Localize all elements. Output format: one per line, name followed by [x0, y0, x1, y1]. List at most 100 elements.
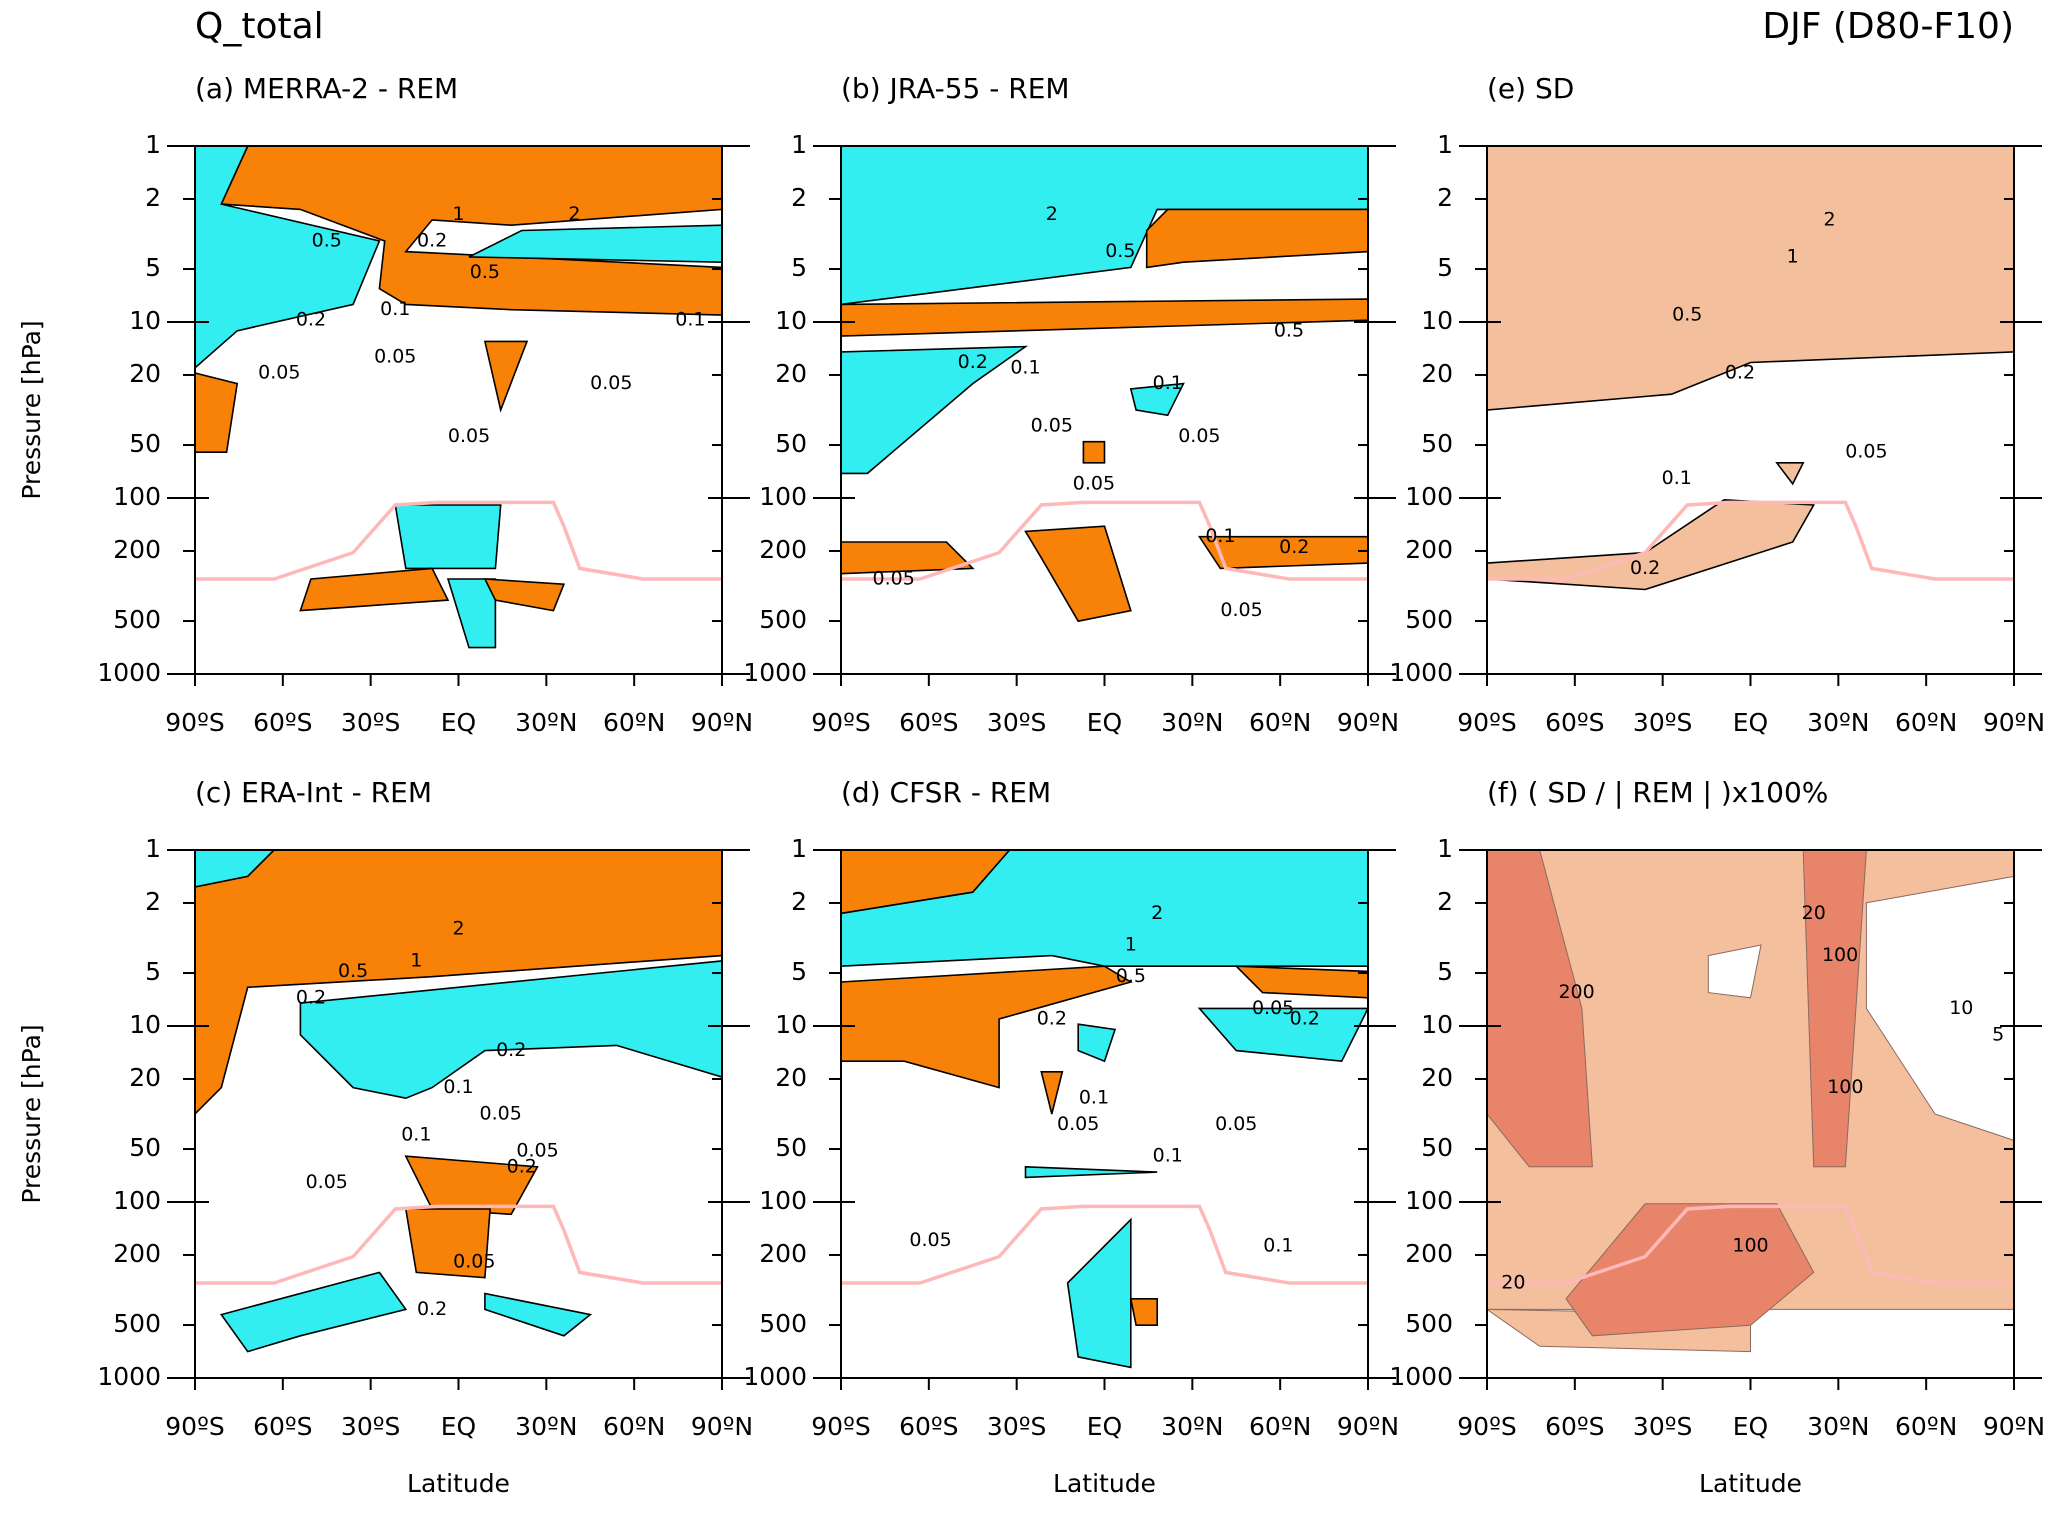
- contour-label: 0.05: [258, 362, 300, 384]
- y-tick-label: 2: [145, 887, 161, 916]
- y-tick-label: 10: [775, 1010, 807, 1039]
- contour-label: 0.5: [1116, 965, 1146, 987]
- contour-fill: [1066, 1217, 1132, 1369]
- contour-label: 0.05: [516, 1139, 558, 1161]
- contour-label: 0.1: [380, 298, 410, 320]
- contour-label: 0.2: [417, 230, 447, 252]
- contour-fill: [1040, 1071, 1064, 1115]
- y-tick-label: 5: [791, 957, 807, 986]
- y-tick-label: 1000: [743, 1362, 807, 1391]
- x-tick-label: 90ºN: [691, 1412, 753, 1441]
- contour-label: 0.05: [1215, 1113, 1257, 1135]
- y-tick-label: 1: [1437, 130, 1453, 159]
- y-tick-label: 200: [759, 535, 807, 564]
- panel: (a) MERRA-2 - REM 1 0.5 0.2 0.5 0.2 0.1 0.05 0.0…: [17, 72, 753, 737]
- contour-label: 2: [1824, 208, 1836, 230]
- contour-label: 0.5: [470, 261, 500, 283]
- x-tick-label: 30ºS: [1633, 1412, 1692, 1441]
- contour-fill: [1565, 1203, 1815, 1337]
- x-tick-label: EQ: [1733, 1412, 1768, 1441]
- contour-label: 0.05: [453, 1250, 495, 1272]
- x-tick-label: 90ºN: [691, 708, 753, 737]
- x-tick-label: 60ºN: [603, 708, 665, 737]
- contour-label: 0.1: [1010, 356, 1040, 378]
- x-tick-label: 30ºN: [1161, 1412, 1223, 1441]
- y-tick-label: 50: [1421, 1133, 1453, 1162]
- contour-fill: [1865, 875, 2015, 1142]
- contour-label: 0.05: [448, 425, 490, 447]
- tropopause-line: [195, 1204, 722, 1285]
- x-tick-label: 90ºS: [811, 1412, 870, 1441]
- y-tick-label: 200: [1405, 535, 1453, 564]
- y-axis-label: Pressure [hPa]: [17, 1024, 46, 1203]
- y-tick-label: 20: [129, 359, 161, 388]
- y-tick-label: 5: [1437, 253, 1453, 282]
- y-tick-label: 20: [775, 1063, 807, 1092]
- tropopause-line: [195, 500, 722, 581]
- contour-label: 1: [1125, 934, 1137, 956]
- contour-fill: [404, 1208, 491, 1279]
- contour-fill: [404, 1155, 539, 1216]
- y-tick-label: 10: [129, 306, 161, 335]
- contour-fill: [1024, 525, 1132, 623]
- contour-label: 0.05: [1178, 425, 1220, 447]
- y-tick-label: 50: [1421, 429, 1453, 458]
- contour-label: 0.05: [480, 1103, 522, 1125]
- y-tick-label: 100: [1405, 1186, 1453, 1215]
- x-tick-label: EQ: [441, 1412, 476, 1441]
- contour-label: 2: [452, 918, 464, 940]
- contour-label: 0.1: [1079, 1087, 1109, 1109]
- x-tick-label: EQ: [1087, 708, 1122, 737]
- contour-label: 0.2: [1279, 536, 1309, 558]
- y-tick-label: 1: [145, 130, 161, 159]
- contour-label: 100: [1732, 1235, 1768, 1257]
- contour-fill: [446, 578, 497, 649]
- contour-fill: [1775, 461, 1805, 486]
- x-tick-label: 90ºS: [165, 708, 224, 737]
- contour-label: 0.1: [675, 309, 705, 331]
- x-tick-label: 90ºN: [1983, 708, 2045, 737]
- y-tick-label: 20: [775, 359, 807, 388]
- y-tick-label: 200: [759, 1239, 807, 1268]
- panel: (b) JRA-55 - REM 2 0.5 0.5 0.2 0.1 0.05 0.05 0.0…: [743, 72, 1399, 737]
- contour-fill: [1024, 1165, 1158, 1179]
- contour-label: 0.05: [1845, 441, 1887, 463]
- y-tick-label: 2: [1437, 887, 1453, 916]
- tropopause-line: [1487, 1204, 2014, 1285]
- x-tick-label: 30ºS: [1633, 708, 1692, 737]
- x-tick-label: EQ: [1087, 1412, 1122, 1441]
- figure-subtitle: DJF (D80-F10): [1762, 6, 2014, 47]
- y-tick-label: 100: [113, 482, 161, 511]
- x-axis-label: Latitude: [1699, 1469, 1802, 1498]
- y-tick-label: 1000: [743, 658, 807, 687]
- y-tick-label: 1000: [97, 658, 161, 687]
- x-tick-label: 90ºS: [165, 1412, 224, 1441]
- contour-label: 10: [1949, 997, 1973, 1019]
- contour-label: 0.2: [1290, 1007, 1320, 1029]
- x-axis-label: Latitude: [407, 1469, 510, 1498]
- x-tick-label: 60ºN: [1249, 1412, 1311, 1441]
- y-tick-label: 200: [113, 535, 161, 564]
- contour-label: 0.1: [1153, 1145, 1183, 1167]
- tropopause-line: [841, 500, 1368, 581]
- contour-label: 100: [1822, 944, 1858, 966]
- y-tick-label: 2: [145, 183, 161, 212]
- y-tick-label: 50: [129, 429, 161, 458]
- contour-label: 0.1: [443, 1076, 473, 1098]
- contour-label: 0.05: [306, 1171, 348, 1193]
- panel: (e) SD 2 1 0.5 0.2 0.1 0.05 0.2 90ºS 60ºS 30ºS EQ 30…: [1389, 72, 2045, 737]
- contour-label: 0.1: [1662, 467, 1692, 489]
- y-tick-label: 500: [113, 1309, 161, 1338]
- contour-label: 100: [1827, 1076, 1863, 1098]
- panel-title: (a) MERRA-2 - REM: [195, 72, 458, 105]
- contour-label: 0.05: [909, 1229, 951, 1251]
- x-tick-label: 30ºN: [1161, 708, 1223, 737]
- x-tick-label: 60ºS: [1545, 1412, 1604, 1441]
- panel-title: (f) ( SD / | REM | )x100%: [1487, 776, 1828, 809]
- y-tick-label: 10: [129, 1010, 161, 1039]
- y-tick-label: 100: [1405, 482, 1453, 511]
- x-tick-label: EQ: [441, 708, 476, 737]
- contour-label: 0.2: [1037, 1007, 1067, 1029]
- contour-label: 0.5: [1105, 240, 1135, 262]
